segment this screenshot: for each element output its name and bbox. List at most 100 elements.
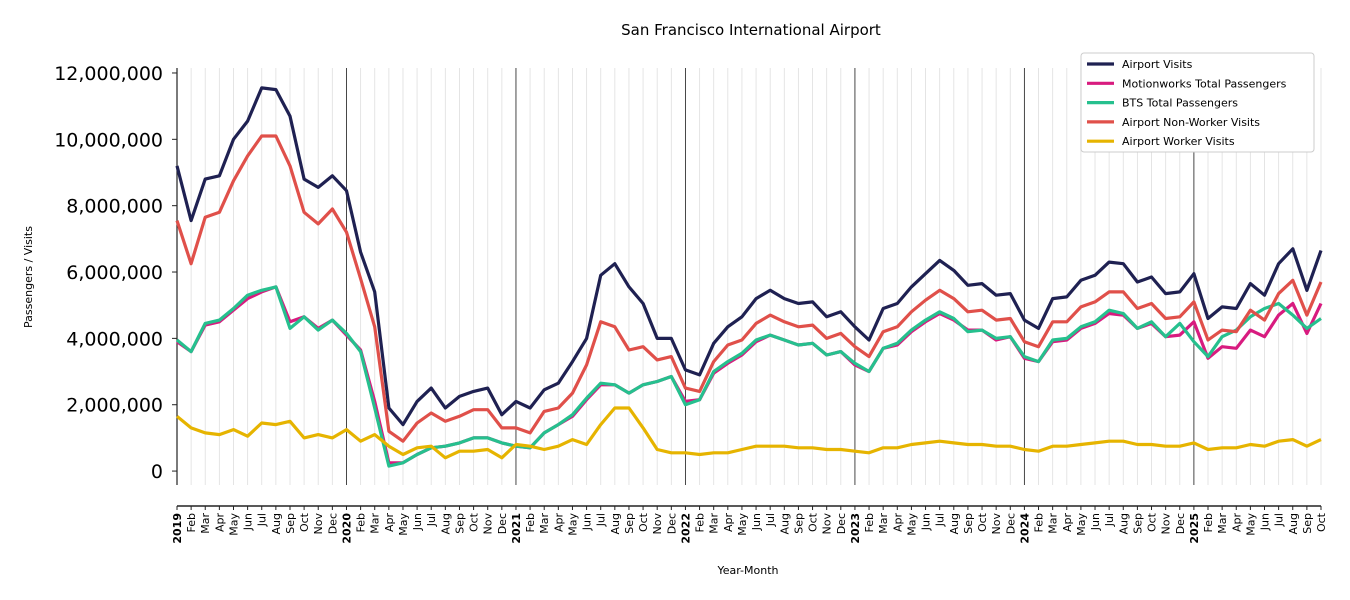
y-tick-label: 12,000,000: [54, 63, 163, 85]
x-axis-label: Year-Month: [716, 564, 778, 577]
series-line-airport-visits: [175, 86, 1323, 427]
x-tick-label: Aug: [439, 513, 452, 534]
x-tick-label: Mar: [369, 513, 382, 534]
x-tick-label: Feb: [355, 513, 368, 532]
x-tick-label: Feb: [1033, 513, 1046, 532]
x-tick-label: Sep: [284, 513, 297, 534]
x-tick-label: Nov: [651, 513, 664, 535]
x-tick-label: Jun: [1259, 513, 1272, 531]
x-tick-label: Apr: [891, 513, 904, 533]
y-tick-label: 6,000,000: [66, 262, 163, 284]
x-tick-label: 2025: [1188, 513, 1201, 544]
x-tick-label: Apr: [1230, 513, 1243, 533]
x-tick-label: Feb: [1202, 513, 1215, 532]
x-tick-label: Aug: [1117, 513, 1130, 534]
x-tick-label: Oct: [637, 512, 650, 532]
x-tick-label: Dec: [326, 513, 339, 534]
x-tick-label: Jun: [1089, 513, 1102, 531]
x-tick-label: 2023: [849, 513, 862, 544]
y-tick-label: 8,000,000: [66, 196, 163, 218]
x-tick-label: Oct: [1315, 512, 1328, 532]
series-line-bts-total-passengers: [175, 285, 1322, 468]
y-tick-label: 2,000,000: [66, 395, 163, 417]
y-tick-label: 0: [151, 461, 163, 483]
legend-box: [1080, 52, 1315, 153]
series-lines: [175, 86, 1323, 468]
x-tick-label: Aug: [948, 513, 961, 534]
x-tick-label: May: [736, 513, 749, 536]
x-tick-label: Aug: [270, 513, 283, 534]
x-tick-label: Oct: [976, 512, 989, 532]
x-tick-label: Jul: [1103, 513, 1116, 527]
x-tick-label: Sep: [1131, 513, 1144, 534]
x-tick-label: Mar: [1216, 513, 1229, 534]
x-tick-label: Mar: [199, 513, 212, 534]
x-tick-label: Oct: [807, 512, 820, 532]
x-tick-label: Mar: [708, 513, 721, 534]
x-tick-label: Jul: [764, 513, 777, 527]
x-tick-label: Jul: [425, 513, 438, 527]
x-tick-label: Nov: [482, 513, 495, 535]
x-tick-label: Apr: [213, 513, 226, 533]
x-tick-label: Nov: [821, 513, 834, 535]
x-tick-label: Jun: [411, 513, 424, 531]
x-tick-label: Mar: [1047, 513, 1060, 534]
x-tick-label: Aug: [609, 513, 622, 534]
x-tick-label: Nov: [312, 513, 325, 535]
x-tick-label: Feb: [185, 513, 198, 532]
x-tick-label: Nov: [1160, 513, 1173, 535]
x-tick-label: Apr: [1061, 513, 1074, 533]
x-tick-label: Dec: [835, 513, 848, 534]
x-tick-label: Apr: [383, 513, 396, 533]
x-tick-label: Apr: [722, 513, 735, 533]
legend-label: Motionworks Total Passengers: [1122, 77, 1287, 90]
x-tick-label: May: [397, 513, 410, 536]
x-tick-label: Mar: [877, 513, 890, 534]
x-tick-label: Jul: [1273, 513, 1286, 527]
y-axis-label: Passengers / Visits: [22, 226, 35, 328]
x-tick-label: Feb: [524, 513, 537, 532]
x-tick-label: Nov: [990, 513, 1003, 535]
x-tick-label: Sep: [962, 513, 975, 534]
x-tick-label: Aug: [778, 513, 791, 534]
x-tick-label: Oct: [468, 512, 481, 532]
x-tick-label: May: [1075, 513, 1088, 536]
y-tick-label: 4,000,000: [66, 328, 163, 350]
x-tick-label: May: [905, 513, 918, 536]
x-tick-label: 2024: [1018, 513, 1031, 544]
y-axis: 0 2,000,000 4,000,000 6,000,000 8,000,000 10,…: [54, 63, 178, 485]
x-tick-label: Sep: [623, 513, 636, 534]
series-line-motionworks-total-passengers: [176, 285, 1323, 465]
x-tick-label: 2021: [510, 513, 523, 544]
x-tick-label: Sep: [792, 513, 805, 534]
legend-label: BTS Total Passengers: [1122, 97, 1238, 110]
x-tick-label: Jun: [581, 513, 594, 531]
x-tick-label: Aug: [1287, 513, 1300, 534]
x-tick-label: Mar: [538, 513, 551, 534]
series-line-airport-worker-visits: [175, 406, 1322, 460]
x-tick-label: May: [566, 513, 579, 536]
x-tick-label: Feb: [694, 513, 707, 532]
x-tick-label: 2022: [679, 513, 692, 544]
x-tick-label: Jun: [920, 513, 933, 531]
x-tick-label: Sep: [1301, 513, 1314, 534]
x-tick-label: May: [227, 513, 240, 536]
x-tick-label: Apr: [552, 513, 565, 533]
y-tick-label: 10,000,000: [54, 129, 163, 151]
x-tick-label: Feb: [863, 513, 876, 532]
x-tick-label: Sep: [453, 513, 466, 534]
x-tick-label: Oct: [298, 512, 311, 532]
legend-label: Airport Visits: [1122, 58, 1193, 71]
x-tick-label: Dec: [1174, 513, 1187, 534]
legend-label: Airport Worker Visits: [1122, 135, 1235, 148]
x-tick-label: Jul: [934, 513, 947, 527]
legend: Airport Visits Motionworks Total Passenge…: [1080, 52, 1315, 153]
x-tick-label: Dec: [1004, 513, 1017, 534]
x-tick-label: Dec: [665, 513, 678, 534]
x-tick-label: Jun: [750, 513, 763, 531]
x-tick-label: 2020: [340, 513, 353, 544]
chart-title: San Francisco International Airport: [621, 21, 881, 39]
x-axis: 2019 Feb Mar Apr May Jun Jul Aug Sep Oct Nov Dec 202…: [171, 505, 1328, 544]
series-line-airport-non-worker-visits: [175, 134, 1323, 443]
